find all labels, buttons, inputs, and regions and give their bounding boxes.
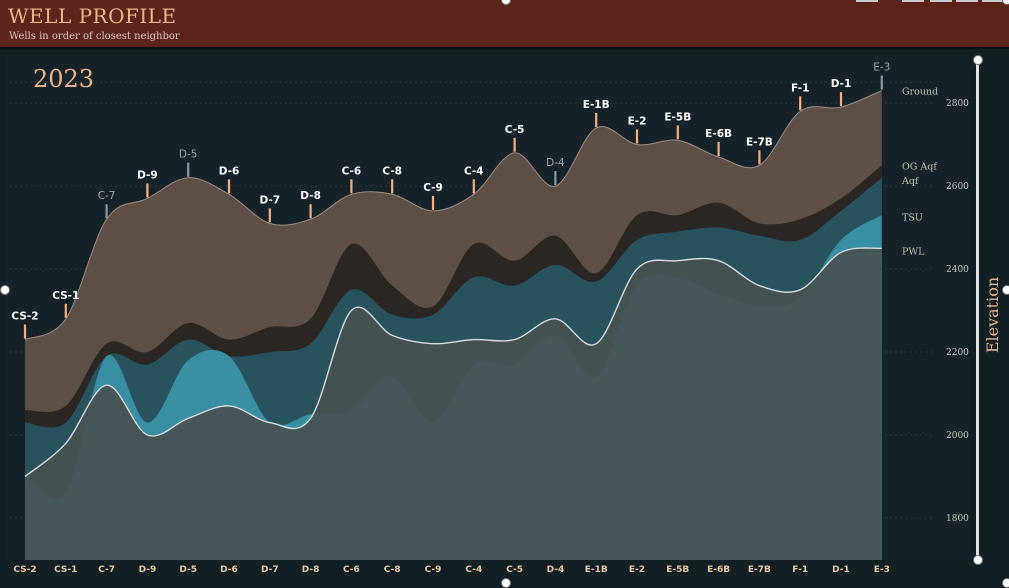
well-label: E-1B [583,99,610,111]
y-axis-label: Elevation [983,277,1002,353]
well-label: E-6B [705,128,732,140]
resize-handle-bottom-right[interactable] [1002,578,1009,588]
well-label: D-7 [260,194,281,206]
slider-track[interactable] [976,60,979,560]
x-tick-label: D-6 [220,565,238,575]
slider-handle-bottom[interactable] [973,555,983,565]
well-profile-chart: Ground OG Aqf Aqf TSU PWL CS-2 CS-2 CS-1 CS-1 C-7… [5,55,1002,575]
resize-handle-bottom[interactable] [501,578,511,588]
ground-line [24,90,882,341]
y-tick-label: 1800 [946,514,969,524]
page-title: WELL PROFILE [8,4,177,28]
x-tick-label: D-5 [179,565,197,575]
window-control[interactable] [982,0,1004,2]
well-label: E-5B [664,111,691,123]
y-tick-label: 2800 [946,99,969,109]
well-label: C-9 [423,182,443,194]
well-label: D-4 [546,157,565,169]
x-tick-label: C-8 [384,565,401,575]
page-subtitle: Wells in order of closest neighbor [9,31,180,42]
series-label: TSU [902,212,923,223]
pwl-line [24,247,882,478]
series-label: PWL [902,246,925,257]
year-label: 2023 [33,65,94,93]
well-label: D-6 [219,165,240,177]
window-control[interactable] [902,0,924,2]
y-tick-label: 2400 [946,265,969,275]
well-label: D-8 [300,190,321,202]
well-label: E-2 [628,116,647,128]
window-control[interactable] [956,0,978,2]
x-tick-label: C-9 [425,565,442,575]
x-tick-label: E-6B [707,565,730,575]
x-tick-label: E-7B [748,565,771,575]
x-tick-label: E-3 [874,565,890,575]
x-tick-label: C-4 [465,565,482,575]
x-tick-label: E-2 [629,565,645,575]
series-label: Ground [902,87,938,98]
window-control[interactable] [856,0,878,2]
x-tick-label: CS-2 [13,565,36,575]
header-bar: WELL PROFILE Wells in order of closest n… [0,0,1009,49]
well-label: D-1 [831,78,852,90]
well-label: E-7B [746,136,773,148]
x-tick-label: E-1B [585,565,608,575]
x-tick-label: D-8 [302,565,320,575]
vertical-range-slider[interactable] [975,60,980,560]
y-tick-label: 2600 [946,182,969,192]
resize-handle-top-right[interactable] [1002,0,1009,5]
x-tick-label: F-1 [792,565,808,575]
y-tick-label: 2200 [946,348,969,358]
base-layer [25,247,882,560]
x-tick-label: D-1 [832,565,850,575]
x-tick-label: D-7 [261,565,279,575]
window-control[interactable] [930,0,952,2]
well-label: E-3 [873,62,890,74]
x-tick-label: E-5B [666,565,689,575]
well-label: C-5 [505,124,525,136]
well-label: C-6 [342,165,362,177]
well-label: C-4 [464,165,484,177]
well-label: C-7 [98,190,116,202]
x-tick-label: CS-1 [54,565,77,575]
well-label: CS-2 [11,311,38,323]
x-tick-label: C-6 [343,565,360,575]
resize-handle-right[interactable] [1002,285,1009,295]
series-label: Aqf [901,176,920,187]
x-tick-label: D-4 [547,565,565,575]
well-label: C-8 [382,165,402,177]
well-label: F-1 [791,82,810,94]
x-tick-label: C-5 [506,565,523,575]
series-label: OG Aqf [902,161,938,172]
well-label: CS-1 [52,290,79,302]
well-label: D-5 [179,149,198,161]
x-tick-label: D-9 [139,565,157,575]
resize-handle-left[interactable] [0,285,10,295]
x-tick-label: C-7 [98,565,115,575]
y-tick-label: 2000 [946,431,969,441]
well-label: D-9 [137,169,158,181]
slider-handle-top[interactable] [973,55,983,65]
